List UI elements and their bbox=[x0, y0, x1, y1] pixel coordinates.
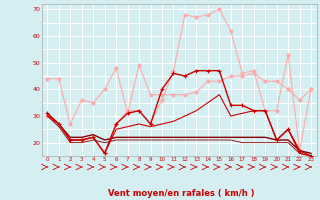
Text: Vent moyen/en rafales ( km/h ): Vent moyen/en rafales ( km/h ) bbox=[108, 189, 254, 198]
